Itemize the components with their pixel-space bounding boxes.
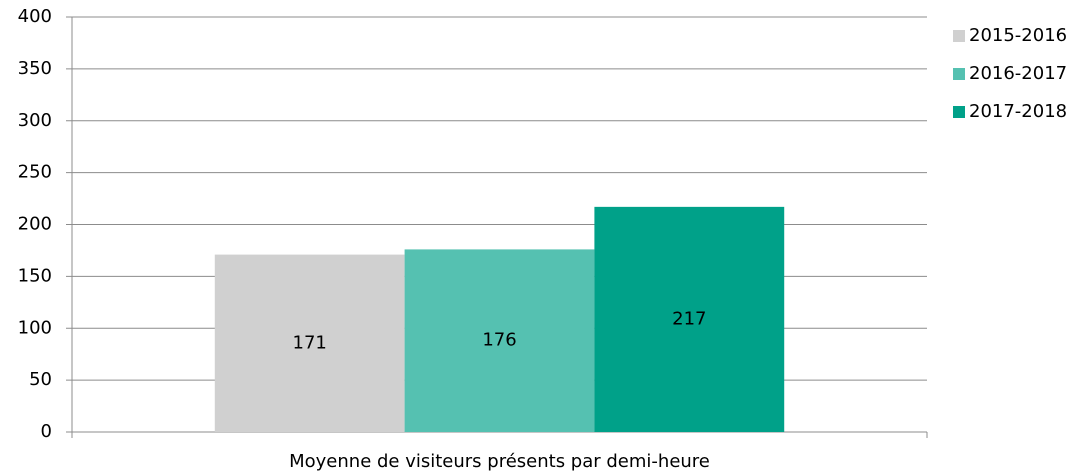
y-tick-label: 350	[18, 58, 52, 79]
y-tick-label: 200	[18, 214, 52, 235]
y-tick-label: 400	[18, 6, 52, 27]
y-tick-label: 300	[18, 110, 52, 131]
bar	[594, 206, 785, 432]
legend-swatch	[953, 68, 965, 80]
bar	[214, 254, 405, 432]
legend-label: 2017-2018	[969, 101, 1067, 122]
legend-label: 2016-2017	[969, 63, 1067, 84]
y-tick-label: 50	[29, 369, 52, 390]
legend-swatch	[953, 106, 965, 118]
data-label: 171	[293, 332, 327, 353]
y-tick-label: 150	[18, 265, 52, 286]
data-label: 176	[482, 330, 516, 351]
y-tick-label: 0	[41, 421, 52, 442]
data-label: 217	[672, 308, 706, 329]
bar	[404, 249, 595, 432]
legend-swatch	[953, 30, 965, 42]
legend-label: 2015-2016	[969, 25, 1067, 46]
x-tick-label: Moyenne de visiteurs présents par demi-h…	[289, 451, 710, 472]
y-tick-label: 100	[18, 317, 52, 338]
y-tick-label: 250	[18, 162, 52, 183]
